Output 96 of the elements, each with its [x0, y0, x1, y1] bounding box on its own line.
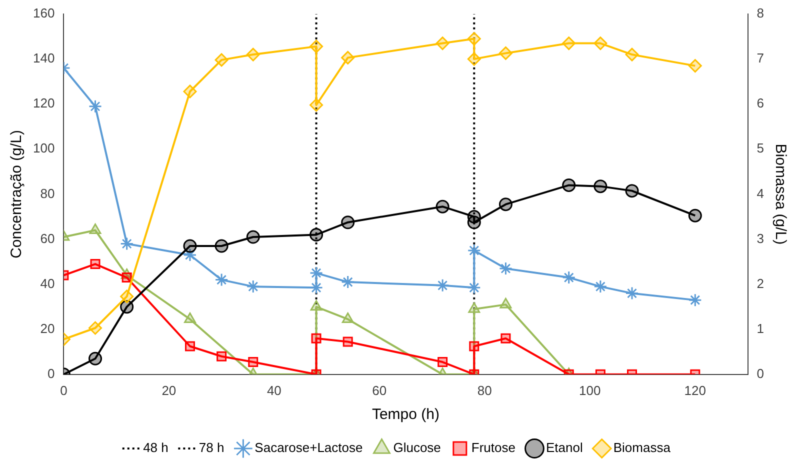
point	[498, 198, 512, 212]
point	[341, 50, 355, 64]
y2-tick-label: 5	[756, 140, 764, 156]
legend-label: 78 h	[198, 440, 224, 456]
y-axis-title: Concentração (g/L)	[8, 130, 26, 258]
point	[562, 270, 576, 284]
point	[468, 302, 480, 313]
point	[342, 312, 354, 323]
point	[625, 48, 639, 62]
point	[625, 184, 639, 198]
point	[310, 300, 322, 311]
point	[500, 333, 511, 344]
x-tick-label: 100	[579, 382, 601, 398]
x-tick-label: 40	[266, 382, 282, 398]
y2-tick-label: 1	[756, 320, 764, 336]
y2-tick-label: 2	[756, 276, 764, 291]
y2-tick-label: 6	[756, 96, 764, 111]
point	[183, 248, 197, 262]
point	[216, 351, 227, 362]
point	[688, 208, 702, 222]
point	[562, 36, 576, 50]
y2-tick-label: 4	[756, 186, 764, 201]
point	[120, 290, 134, 304]
point	[467, 52, 481, 66]
point	[688, 293, 702, 307]
point	[467, 244, 481, 258]
x-tick-label: 60	[372, 382, 387, 398]
y-tick-label: 0	[47, 366, 55, 381]
point	[498, 46, 512, 60]
point	[248, 357, 258, 368]
y-tick-label: 120	[32, 96, 55, 111]
y2-tick-label: 0	[756, 366, 764, 381]
x-tick-label: 80	[477, 382, 492, 398]
point	[122, 272, 132, 283]
point	[594, 36, 608, 50]
point	[498, 262, 512, 276]
point	[341, 216, 355, 230]
point	[246, 280, 260, 294]
legend-label: Glucose	[393, 440, 441, 456]
point	[436, 200, 450, 214]
point	[184, 312, 196, 323]
y-tick-label: 40	[40, 276, 55, 291]
point	[310, 280, 324, 294]
point	[436, 278, 450, 292]
point	[88, 321, 102, 335]
point	[310, 228, 324, 242]
x-axis-title: Tempo (h)	[372, 406, 440, 424]
legend-label: Etanol	[546, 440, 583, 456]
y2-tick-label: 3	[756, 230, 764, 246]
point	[90, 259, 100, 270]
y-tick-label: 160	[32, 6, 55, 21]
point	[562, 178, 576, 192]
y-tick-label: 140	[32, 50, 55, 66]
point	[438, 357, 448, 368]
point	[469, 341, 480, 352]
y2-tick-label: 7	[756, 50, 764, 66]
y2-tick-label: 8	[756, 6, 764, 21]
point	[467, 280, 481, 294]
point	[625, 286, 639, 300]
point	[467, 32, 481, 46]
point	[688, 59, 702, 73]
y-tick-label: 20	[40, 320, 55, 336]
point	[183, 84, 197, 98]
point	[120, 300, 134, 314]
point	[310, 40, 324, 54]
point	[88, 100, 102, 114]
point	[214, 273, 228, 287]
legend-label: 48 h	[143, 440, 168, 456]
point	[310, 98, 324, 112]
y-tick-label: 60	[40, 230, 55, 246]
point	[184, 341, 195, 352]
x-tick-label: 0	[60, 382, 68, 398]
point	[311, 333, 322, 344]
point	[88, 352, 102, 366]
point	[183, 239, 197, 253]
x-tick-label: 20	[162, 382, 176, 398]
point	[341, 275, 355, 289]
x-tick-label: 120	[684, 382, 706, 398]
point	[342, 336, 353, 347]
y-tick-label: 80	[40, 186, 55, 201]
point	[436, 36, 450, 50]
point	[214, 239, 228, 253]
point	[594, 180, 608, 194]
point	[467, 216, 481, 230]
point	[594, 280, 608, 294]
point	[310, 266, 324, 280]
point	[214, 53, 228, 67]
y-tick-label: 100	[32, 140, 55, 156]
legend-label: Sacarose+Lactose	[254, 440, 363, 456]
legend-label: Biomassa	[613, 440, 672, 456]
point	[500, 298, 512, 308]
legend-label: Frutose	[471, 440, 516, 456]
point	[246, 48, 260, 62]
y2-axis-title: Biomassa (g/L)	[772, 144, 789, 245]
point	[120, 237, 134, 251]
point	[246, 230, 260, 244]
